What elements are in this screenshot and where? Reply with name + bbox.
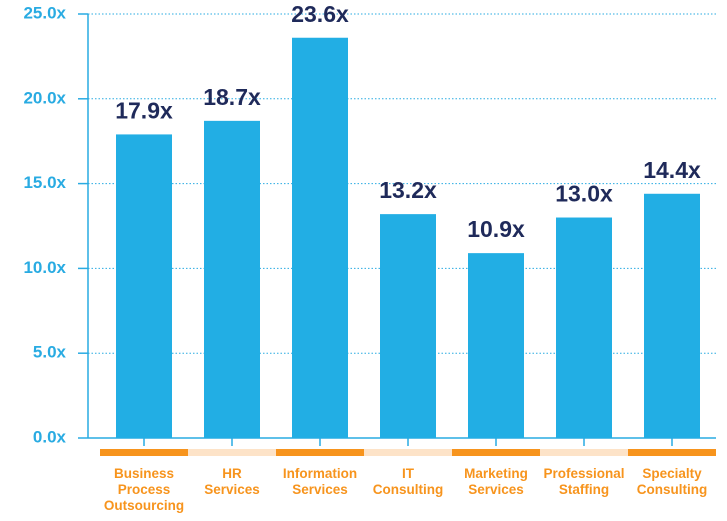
- x-tick-label-line: Services: [468, 482, 524, 497]
- category-strip: [100, 449, 188, 456]
- x-tick-label-line: Marketing: [464, 466, 528, 481]
- x-tick-label-line: Consulting: [373, 482, 444, 497]
- x-tick-label-line: Services: [204, 482, 260, 497]
- x-tick-label: HR Services: [204, 466, 260, 497]
- value-label: 23.6x: [291, 1, 349, 27]
- x-tick-label-line: Services: [292, 482, 348, 497]
- x-tick-label-line: Process: [118, 482, 171, 497]
- value-label: 17.9x: [115, 97, 173, 123]
- x-tick-label: Professional Staffing: [543, 466, 624, 497]
- y-tick-label: 15.0x: [23, 173, 66, 192]
- category-strip: [364, 449, 452, 456]
- value-label: 13.2x: [379, 177, 437, 203]
- x-tick-label-line: Staffing: [559, 482, 609, 497]
- x-tick-label: Information Services: [283, 466, 357, 497]
- x-tick-label: IT Consulting: [373, 466, 444, 497]
- bar: [204, 120, 260, 439]
- bar: [468, 253, 524, 438]
- value-label: 18.7x: [203, 84, 261, 110]
- category-strip: [540, 449, 628, 456]
- x-tick-label: Specialty Consulting: [637, 466, 708, 497]
- y-tick-label: 20.0x: [23, 88, 66, 107]
- x-tick-label-line: Outsourcing: [104, 498, 184, 513]
- category-strip: [188, 449, 276, 456]
- y-tick-label: 0.0x: [33, 427, 67, 446]
- x-tick-label-line: HR: [222, 466, 242, 481]
- x-tick-label: Business Process Outsourcing: [104, 466, 184, 513]
- value-label: 10.9x: [467, 216, 525, 242]
- x-tick-label-line: Professional: [543, 466, 624, 481]
- y-tick-label: 5.0x: [33, 343, 67, 362]
- x-tick-label-line: Information: [283, 466, 357, 481]
- x-tick-label-line: Consulting: [637, 482, 708, 497]
- value-label: 14.4x: [643, 157, 701, 183]
- category-strip: [276, 449, 364, 456]
- bar: [380, 214, 436, 438]
- value-label: 13.0x: [555, 181, 613, 207]
- bar: [116, 134, 172, 438]
- category-strip: [628, 449, 716, 456]
- bar: [292, 37, 348, 439]
- bar: [556, 217, 612, 438]
- x-tick-label: Marketing Services: [464, 466, 528, 497]
- category-strip: [452, 449, 540, 456]
- x-tick-label-line: IT: [402, 466, 415, 481]
- x-tick-label-line: Business: [114, 466, 174, 481]
- x-tick-label-line: Specialty: [642, 466, 702, 481]
- y-tick-label: 25.0x: [23, 3, 66, 22]
- y-tick-label: 10.0x: [23, 258, 66, 277]
- bar: [644, 193, 700, 438]
